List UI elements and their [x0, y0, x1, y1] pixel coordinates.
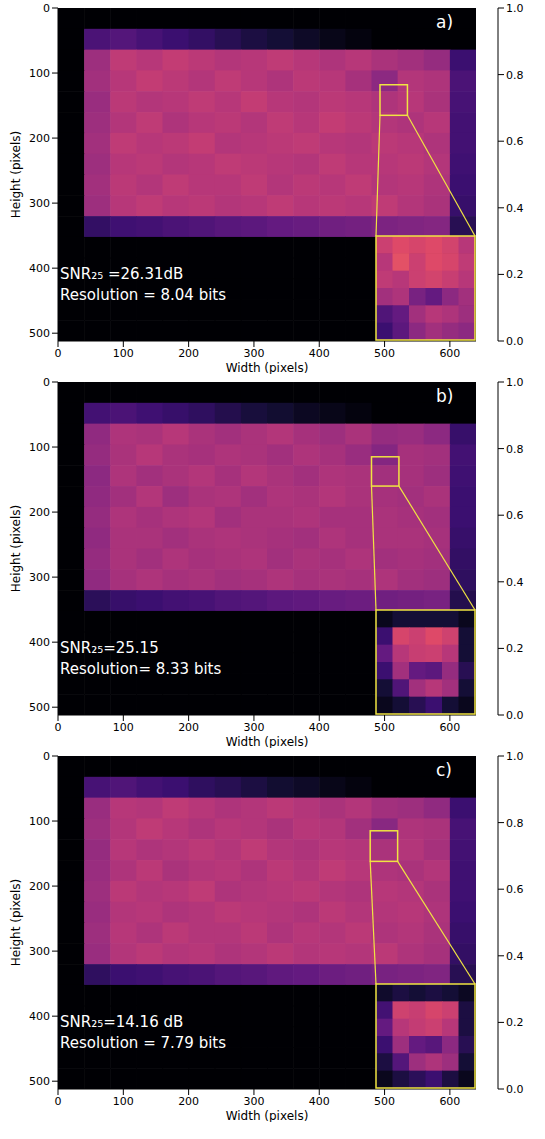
- svg-text:0: 0: [43, 2, 50, 15]
- svg-text:400: 400: [29, 1010, 50, 1023]
- svg-text:500: 500: [374, 1095, 395, 1108]
- html-text:b): b): [436, 386, 454, 406]
- svg-text:500: 500: [374, 721, 395, 734]
- svg-text:0.0: 0.0: [506, 335, 524, 348]
- svg-text:0.4: 0.4: [506, 950, 524, 963]
- svg-text:300: 300: [29, 197, 50, 210]
- svg-text:600: 600: [439, 721, 460, 734]
- svg-text:0.0: 0.0: [506, 1083, 524, 1096]
- svg-text:200: 200: [29, 506, 50, 519]
- svg-text:0.2: 0.2: [506, 642, 524, 655]
- svg-text:0.4: 0.4: [506, 576, 524, 589]
- svg-text:Width (pixels): Width (pixels): [226, 1109, 309, 1122]
- svg-text:0.8: 0.8: [506, 443, 524, 456]
- svg-text:0: 0: [43, 376, 50, 389]
- svg-text:400: 400: [309, 721, 330, 734]
- html-text:Resolution = 8.04 bits: Resolution = 8.04 bits: [60, 286, 226, 304]
- svg-text:0.0: 0.0: [506, 709, 524, 722]
- svg-text:300: 300: [243, 347, 264, 360]
- svg-text:0.2: 0.2: [506, 1016, 524, 1029]
- svg-text:100: 100: [29, 815, 50, 828]
- svg-text:Height (pixels): Height (pixels): [9, 879, 23, 967]
- html-text:a): a): [436, 12, 454, 32]
- svg-text:1.0: 1.0: [506, 750, 524, 763]
- svg-text:Width (pixels): Width (pixels): [226, 735, 309, 748]
- svg-text:0.6: 0.6: [506, 135, 524, 148]
- svg-text:600: 600: [439, 347, 460, 360]
- svg-text:200: 200: [178, 1095, 199, 1108]
- html-text:c): c): [436, 760, 452, 780]
- svg-text:400: 400: [29, 636, 50, 649]
- html-text:SNR₂₅=25.15: SNR₂₅=25.15: [60, 639, 159, 657]
- svg-text:Width (pixels): Width (pixels): [226, 361, 309, 374]
- svg-text:200: 200: [29, 132, 50, 145]
- svg-text:400: 400: [309, 1095, 330, 1108]
- svg-text:600: 600: [439, 1095, 460, 1108]
- svg-text:100: 100: [113, 347, 134, 360]
- svg-text:1.0: 1.0: [506, 376, 524, 389]
- svg-text:400: 400: [29, 262, 50, 275]
- svg-text:0.4: 0.4: [506, 202, 524, 215]
- svg-text:Height (pixels): Height (pixels): [9, 131, 23, 219]
- html-text:Resolution = 7.79 bits: Resolution = 7.79 bits: [60, 1034, 226, 1052]
- svg-text:0: 0: [55, 347, 62, 360]
- svg-text:0: 0: [55, 1095, 62, 1108]
- html-text:SNR₂₅=14.16 dB: SNR₂₅=14.16 dB: [60, 1013, 184, 1031]
- svg-text:300: 300: [243, 1095, 264, 1108]
- svg-text:100: 100: [29, 441, 50, 454]
- svg-text:Height (pixels): Height (pixels): [9, 505, 23, 593]
- svg-text:0.6: 0.6: [506, 883, 524, 896]
- svg-text:500: 500: [29, 701, 50, 714]
- svg-text:0.8: 0.8: [506, 69, 524, 82]
- svg-text:0.2: 0.2: [506, 268, 524, 281]
- svg-text:0.8: 0.8: [506, 817, 524, 830]
- html-text:SNR₂₅ =26.31dB: SNR₂₅ =26.31dB: [60, 265, 184, 283]
- svg-text:100: 100: [113, 721, 134, 734]
- svg-text:400: 400: [309, 347, 330, 360]
- svg-text:200: 200: [178, 721, 199, 734]
- svg-text:0: 0: [43, 750, 50, 763]
- svg-text:200: 200: [178, 347, 199, 360]
- svg-text:500: 500: [29, 1075, 50, 1088]
- svg-text:300: 300: [29, 945, 50, 958]
- svg-text:500: 500: [374, 347, 395, 360]
- svg-text:200: 200: [29, 880, 50, 893]
- svg-text:300: 300: [29, 571, 50, 584]
- svg-text:1.0: 1.0: [506, 2, 524, 15]
- svg-text:300: 300: [243, 721, 264, 734]
- svg-text:0: 0: [55, 721, 62, 734]
- svg-text:100: 100: [113, 1095, 134, 1108]
- svg-text:100: 100: [29, 67, 50, 80]
- html-text:Resolution= 8.33 bits: Resolution= 8.33 bits: [60, 660, 222, 678]
- svg-text:0.6: 0.6: [506, 509, 524, 522]
- svg-text:500: 500: [29, 327, 50, 340]
